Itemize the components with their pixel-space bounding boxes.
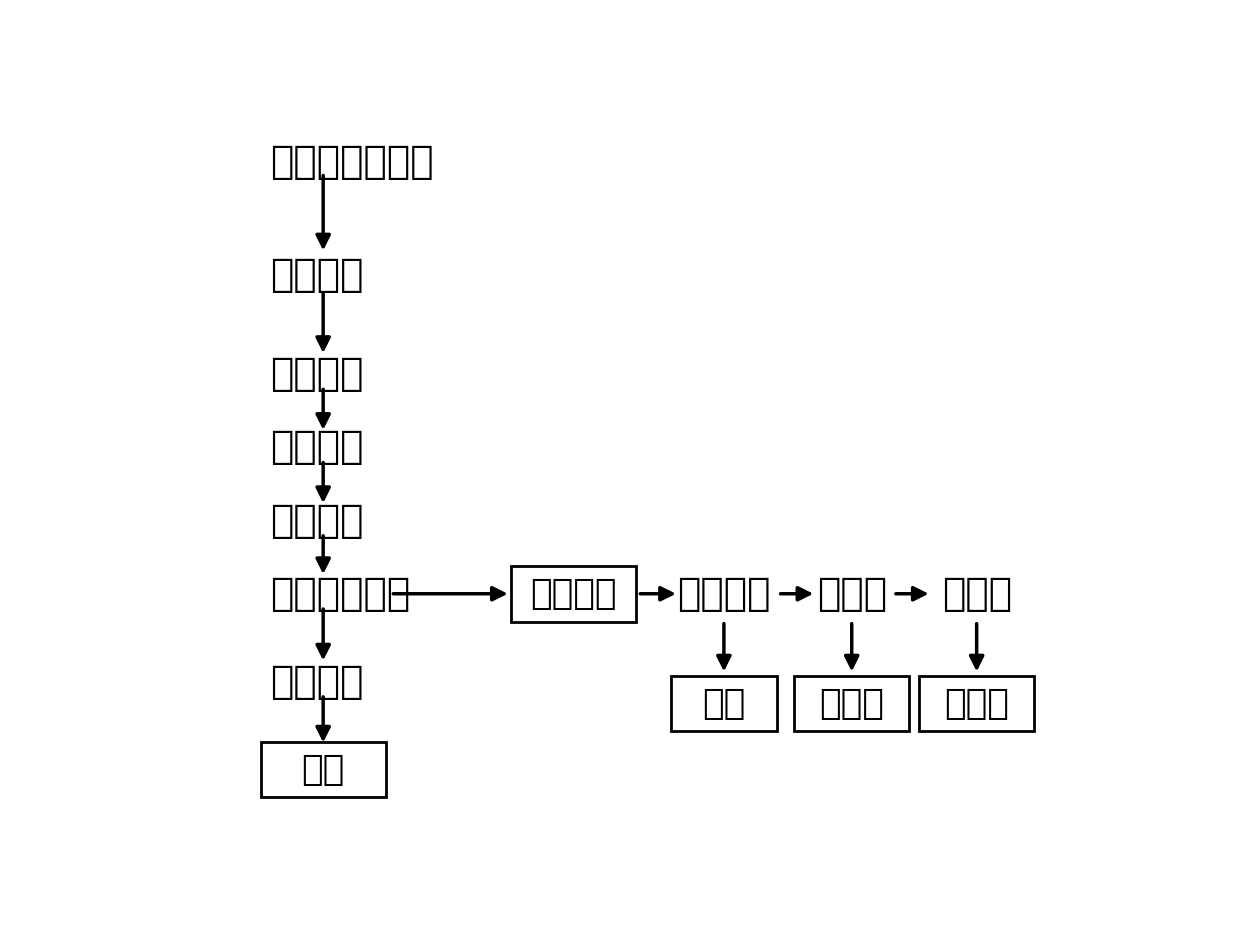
Text: 共沉淀: 共沉淀: [817, 574, 887, 612]
Text: 沉淀锂: 沉淀锂: [941, 574, 1012, 612]
Text: 洗净烘干: 洗净烘干: [270, 355, 363, 393]
Text: 放电处理: 放电处理: [270, 256, 363, 294]
Text: 碳酸锂: 碳酸锂: [944, 687, 1009, 721]
Text: 废旧三元锂电池: 废旧三元锂电池: [270, 143, 434, 181]
FancyBboxPatch shape: [919, 676, 1034, 731]
Text: 铝箔: 铝箔: [301, 752, 345, 786]
Text: 滤渣: 滤渣: [702, 687, 745, 721]
Text: 前驱体: 前驱体: [820, 687, 884, 721]
Text: 浮选分离: 浮选分离: [270, 501, 363, 539]
Text: 浸泡溶解筛分: 浸泡溶解筛分: [270, 574, 410, 612]
FancyBboxPatch shape: [671, 676, 776, 731]
FancyBboxPatch shape: [794, 676, 909, 731]
FancyBboxPatch shape: [260, 742, 386, 797]
Text: 剪切破碎: 剪切破碎: [270, 428, 363, 466]
Text: 洗净烘干: 洗净烘干: [270, 663, 363, 701]
FancyBboxPatch shape: [511, 566, 635, 622]
Text: 活性物质: 活性物质: [529, 576, 616, 611]
Text: 酸浸过滤: 酸浸过滤: [677, 574, 771, 612]
